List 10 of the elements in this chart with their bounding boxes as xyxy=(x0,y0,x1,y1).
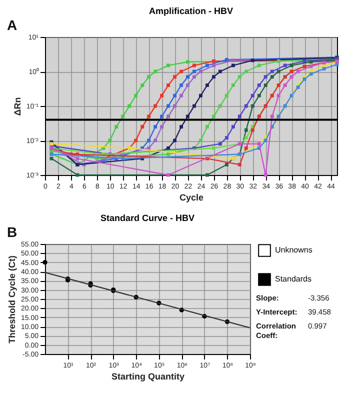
legend-label: Unknowns xyxy=(275,246,312,254)
x-axis-title: Cycle xyxy=(179,192,204,202)
legend-label: Standards xyxy=(275,274,312,284)
x-axis-title: Starting Quantity xyxy=(111,372,185,382)
chart-title: Standard Curve - HBV xyxy=(100,213,195,223)
y-axis-title: ΔRn xyxy=(12,97,22,116)
text: A xyxy=(7,17,18,33)
chart-title: Amplification - HBV xyxy=(148,6,234,16)
text: B xyxy=(7,224,18,240)
y-axis-title: Threshold Cycle (Ct) xyxy=(6,255,17,344)
